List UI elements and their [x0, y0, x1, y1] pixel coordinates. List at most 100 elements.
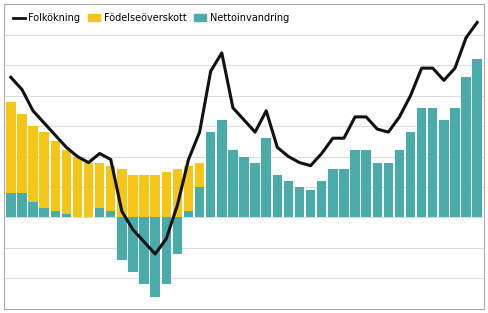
- Bar: [228, 151, 238, 218]
- Bar: [128, 175, 138, 218]
- Bar: [140, 175, 149, 218]
- Bar: [350, 151, 360, 218]
- Bar: [339, 187, 348, 218]
- Bar: [17, 114, 27, 218]
- Bar: [51, 211, 60, 218]
- Folkökning: [163, 237, 169, 241]
- Folkökning: [374, 127, 380, 131]
- Folkökning: [97, 151, 102, 155]
- Folkökning: [397, 115, 403, 119]
- Bar: [417, 108, 427, 218]
- Bar: [284, 193, 293, 218]
- Bar: [95, 208, 104, 218]
- Bar: [195, 187, 204, 218]
- Bar: [106, 166, 116, 218]
- Folkökning: [285, 155, 291, 158]
- Folkökning: [8, 75, 14, 79]
- Bar: [250, 187, 260, 218]
- Bar: [73, 156, 82, 218]
- Folkökning: [30, 109, 36, 113]
- Bar: [162, 172, 171, 218]
- Bar: [384, 187, 393, 218]
- Bar: [150, 175, 160, 218]
- Bar: [306, 190, 315, 218]
- Folkökning: [474, 21, 480, 24]
- Bar: [372, 162, 382, 218]
- Bar: [150, 218, 160, 297]
- Folkökning: [330, 136, 336, 140]
- Folkökning: [363, 115, 369, 119]
- Bar: [450, 178, 460, 218]
- Folkökning: [230, 106, 236, 110]
- Bar: [461, 77, 471, 218]
- Bar: [328, 169, 338, 218]
- Bar: [273, 190, 282, 218]
- Bar: [206, 156, 215, 218]
- Folkökning: [174, 203, 180, 207]
- Bar: [328, 187, 338, 218]
- Folkökning: [308, 164, 314, 167]
- Folkökning: [386, 130, 391, 134]
- Bar: [317, 181, 326, 218]
- Bar: [40, 132, 49, 218]
- Bar: [184, 166, 193, 218]
- Folkökning: [197, 130, 203, 134]
- Bar: [295, 193, 304, 218]
- Bar: [406, 181, 415, 218]
- Bar: [362, 151, 371, 218]
- Bar: [173, 218, 182, 254]
- Bar: [239, 156, 249, 218]
- Folkökning: [419, 66, 425, 70]
- Folkökning: [108, 158, 114, 162]
- Folkökning: [63, 146, 69, 149]
- Folkökning: [75, 155, 81, 158]
- Bar: [250, 162, 260, 218]
- Bar: [439, 178, 448, 218]
- Bar: [284, 181, 293, 218]
- Folkökning: [463, 36, 469, 39]
- Bar: [106, 211, 116, 218]
- Bar: [128, 218, 138, 272]
- Bar: [306, 193, 315, 218]
- Bar: [195, 162, 204, 218]
- Folkökning: [430, 66, 436, 70]
- Bar: [6, 102, 16, 218]
- Bar: [472, 181, 482, 218]
- Bar: [461, 178, 471, 218]
- Bar: [395, 151, 404, 218]
- Folkökning: [319, 151, 325, 155]
- Bar: [350, 184, 360, 218]
- Folkökning: [130, 228, 136, 232]
- Bar: [262, 190, 271, 218]
- Bar: [217, 120, 226, 218]
- Bar: [428, 108, 437, 218]
- Folkökning: [208, 69, 214, 73]
- Bar: [206, 132, 215, 218]
- Bar: [384, 162, 393, 218]
- Folkökning: [274, 146, 280, 149]
- Folkökning: [341, 136, 347, 140]
- Bar: [117, 169, 126, 218]
- Bar: [273, 175, 282, 218]
- Folkökning: [52, 133, 58, 137]
- Folkökning: [141, 240, 147, 244]
- Bar: [417, 178, 427, 218]
- Bar: [6, 193, 16, 218]
- Folkökning: [441, 79, 447, 82]
- Bar: [317, 190, 326, 218]
- Bar: [339, 169, 348, 218]
- Bar: [162, 218, 171, 285]
- Bar: [372, 184, 382, 218]
- Bar: [173, 169, 182, 218]
- Folkökning: [19, 88, 25, 91]
- Bar: [395, 184, 404, 218]
- Folkökning: [252, 130, 258, 134]
- Bar: [84, 162, 93, 218]
- Folkökning: [85, 161, 91, 164]
- Bar: [406, 132, 415, 218]
- Bar: [28, 202, 38, 218]
- Folkökning: [41, 121, 47, 125]
- Bar: [140, 218, 149, 285]
- Bar: [472, 59, 482, 218]
- Folkökning: [452, 66, 458, 70]
